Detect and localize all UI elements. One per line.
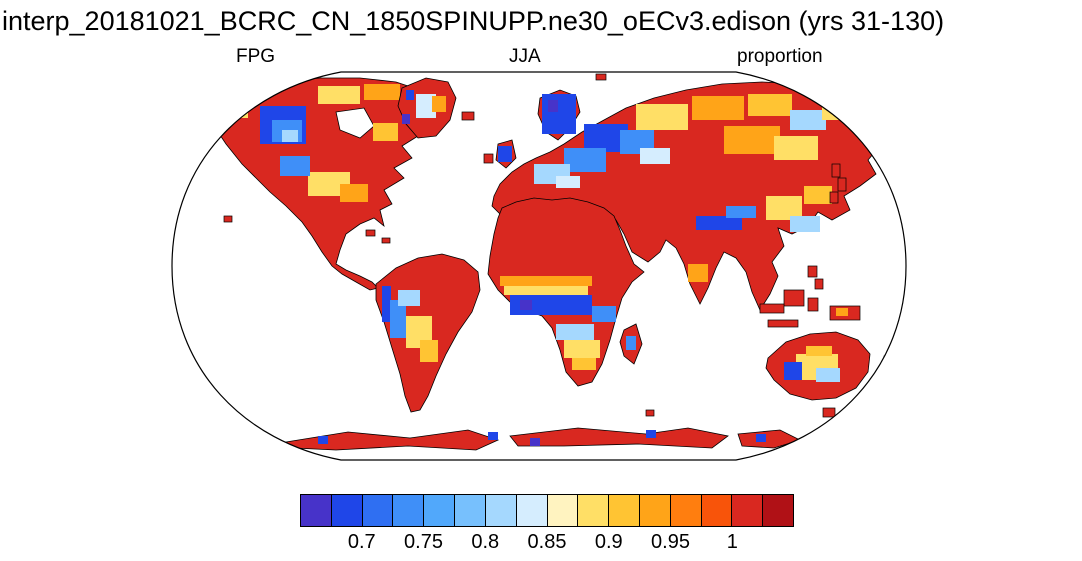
svalbard [595,73,607,81]
colorbar-tick-label: 0.95 [651,531,690,553]
colorbar-cell [638,494,671,527]
colorbar-tick-label: 0.85 [527,531,567,553]
units-label: proportion [737,46,823,67]
colorbar-tick-label: 0.7 [347,531,376,553]
hudson-bay [335,107,375,139]
season-label: JJA [509,46,541,67]
continent-south-america [375,253,481,413]
colorbar-tick-label: 0.75 [404,531,443,553]
eurasia-data-patches [498,94,862,282]
australia-data-patches [784,346,840,382]
continent-north-america [213,77,431,291]
world-map-svg [171,71,907,461]
colorbar-cell [546,494,579,527]
colorbar-tick-labels: 0.7 0.75 0.8 0.85 0.9 0.95 1 [300,531,794,557]
colorbar [300,494,794,527]
colorbar-cell [484,494,517,527]
kerguelen [645,409,655,417]
colorbar-tick-label: 1 [726,531,738,553]
hawaii [223,215,233,223]
colorbar-cell [608,494,640,527]
colorbar-cell [300,494,332,527]
south-america-data-patches [382,286,438,362]
fiji [883,355,892,363]
maritime-southeast-asia [759,265,861,328]
continent-eurasia [483,81,893,311]
colorbar-cell [330,494,363,527]
tasmania [822,407,836,418]
figure-title: interp_20181021_BCRC_CN_1850SPINUPP.ne30… [2,6,945,36]
colorbar-cell [669,494,702,527]
colorbar-tick-label: 0.8 [471,531,500,553]
colorbar-cell [577,494,610,527]
variable-label: FPG [236,46,276,67]
iceland [461,111,475,121]
colorbar-tick-label: 0.9 [594,531,623,553]
caribbean-islands [381,237,391,244]
colorbar-cell [454,494,486,527]
new-zealand [873,389,892,422]
africa-data-patches [500,276,636,370]
colorbar-cell [423,494,456,527]
projection-outline [171,71,907,461]
ireland [483,153,494,164]
antarctica-data-patches [318,430,766,446]
world-map [168,68,910,464]
colorbar-cell [392,494,425,527]
greenland [397,77,457,139]
greenland-data-patches [402,90,446,124]
colorbar-cell [700,494,733,527]
colorbar-cell [515,494,548,527]
japan [829,163,847,204]
continent-australia [765,331,871,418]
continent-africa [487,197,645,387]
caribbean-islands [365,229,376,237]
colorbar-cell [361,494,394,527]
colorbar-cell [762,494,794,527]
continent-antarctica [285,427,802,451]
colorbar-cell [731,494,764,527]
land-layer [213,73,893,451]
north-america-data-patches [220,84,400,202]
